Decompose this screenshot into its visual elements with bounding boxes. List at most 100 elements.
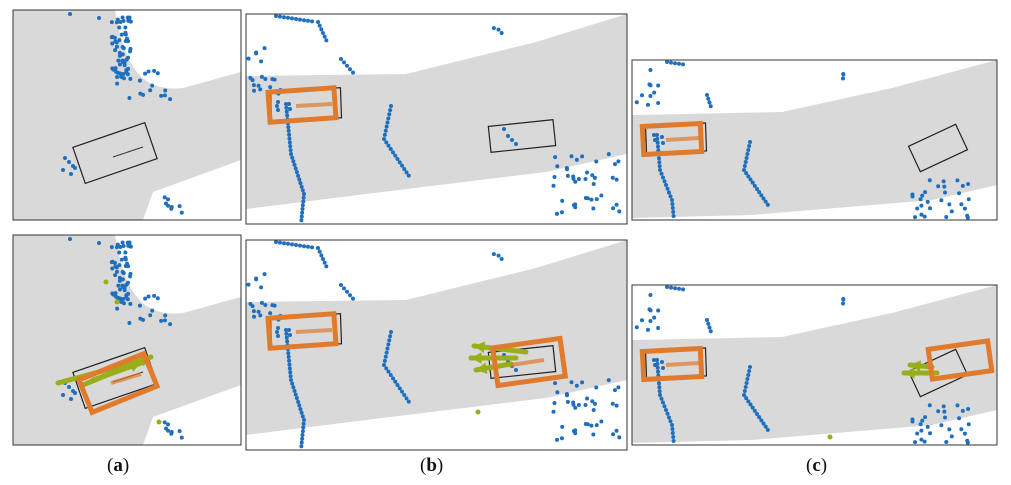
- lidar-point: [300, 207, 305, 211]
- lidar-point: [947, 202, 952, 207]
- lidar-point: [748, 402, 753, 407]
- lidar-point: [664, 408, 668, 412]
- lidar-point: [117, 25, 122, 30]
- lidar-point: [648, 318, 653, 323]
- lidar-point: [667, 415, 671, 420]
- lidar-point: [110, 34, 115, 39]
- lidar-point: [922, 439, 927, 444]
- lidar-point: [166, 203, 171, 208]
- lidar-point: [298, 17, 302, 22]
- panel-c-tracked: [632, 285, 997, 445]
- velocity-point: [827, 434, 833, 440]
- lidar-point: [322, 34, 327, 39]
- lidar-point: [610, 175, 615, 180]
- lidar-point: [276, 326, 280, 330]
- lidar-point: [574, 157, 579, 162]
- lidar-point: [919, 203, 924, 208]
- lidar-point: [594, 159, 599, 164]
- lidar-point: [617, 435, 622, 440]
- lidar-point: [514, 142, 518, 146]
- lidar-point: [155, 71, 160, 76]
- lidar-point: [400, 163, 404, 168]
- lidar-point: [119, 32, 124, 37]
- lidar-point: [671, 210, 676, 214]
- caption-b: (b): [420, 455, 444, 476]
- lidar-point: [117, 50, 122, 55]
- lidar-point: [656, 326, 661, 331]
- lidar-point: [120, 240, 125, 245]
- lidar-point: [155, 296, 160, 301]
- lidar-point: [657, 164, 662, 169]
- lidar-point: [657, 385, 662, 390]
- lidar-point: [555, 390, 560, 395]
- lidar-point: [123, 30, 128, 35]
- lidar-point: [592, 175, 597, 180]
- lidar-point: [634, 100, 639, 105]
- tracked-box: [489, 335, 569, 389]
- lidar-point: [910, 194, 915, 199]
- lidar-point: [296, 173, 301, 178]
- lidar-point: [742, 389, 747, 393]
- lidar-point: [113, 273, 118, 278]
- lidar-point: [491, 26, 496, 31]
- lidar-point: [746, 373, 751, 377]
- lidar-point: [406, 399, 411, 404]
- lidar-point: [583, 421, 588, 426]
- lidar-point: [673, 286, 677, 291]
- lidar-point: [162, 420, 167, 425]
- lidar-point: [957, 191, 962, 196]
- lidar-point: [113, 48, 118, 53]
- lidar-point: [148, 313, 153, 318]
- lidar-point: [576, 177, 581, 182]
- lidar-point: [299, 184, 304, 189]
- ego-heading: [665, 136, 701, 142]
- lidar-point: [284, 109, 289, 114]
- tracked-heading: [510, 358, 545, 367]
- lidar-point: [648, 67, 653, 72]
- lidar-point: [560, 198, 565, 203]
- lidar-point: [67, 385, 71, 389]
- lidar-point: [616, 159, 621, 164]
- lidar-point: [286, 241, 290, 246]
- lidar-point: [128, 301, 133, 306]
- lidar-point: [656, 101, 661, 106]
- lidar-point: [127, 240, 132, 245]
- lidar-point: [293, 392, 298, 397]
- lidar-point: [660, 360, 664, 364]
- lidar-point: [285, 339, 290, 344]
- lidar-point: [759, 193, 764, 198]
- lidar-point: [928, 431, 933, 436]
- lidar-point: [612, 388, 617, 393]
- lidar-point: [126, 39, 131, 44]
- lidar-point: [117, 53, 122, 58]
- lidar-point: [919, 437, 924, 442]
- lidar-point: [591, 432, 596, 437]
- lidar-point: [706, 321, 711, 326]
- lidar-point: [351, 296, 355, 301]
- lidar-point: [941, 179, 946, 184]
- lidar-point: [614, 403, 619, 408]
- lidar-point: [127, 15, 132, 20]
- lidar-point: [118, 20, 123, 25]
- lidar-point: [648, 93, 653, 98]
- lidar-point: [657, 156, 661, 161]
- lidar-point: [385, 120, 390, 125]
- velocity-point: [475, 409, 481, 415]
- lidar-point: [670, 431, 675, 435]
- lidar-point: [316, 246, 320, 250]
- lidar-point: [110, 66, 115, 71]
- lidar-point: [397, 160, 402, 165]
- lidar-point: [290, 155, 295, 160]
- lidar-point: [121, 19, 126, 24]
- lidar-point: [302, 192, 306, 196]
- lidar-point: [580, 380, 585, 385]
- lidar-point: [927, 403, 932, 408]
- lidar-point: [163, 313, 168, 318]
- lidar-point: [960, 408, 965, 413]
- lidar-point: [169, 431, 174, 436]
- lidar-point: [657, 381, 661, 386]
- lidar-point: [611, 206, 616, 211]
- lidar-point: [955, 178, 960, 183]
- lidar-point: [287, 136, 292, 141]
- caption-c: (c): [806, 455, 828, 476]
